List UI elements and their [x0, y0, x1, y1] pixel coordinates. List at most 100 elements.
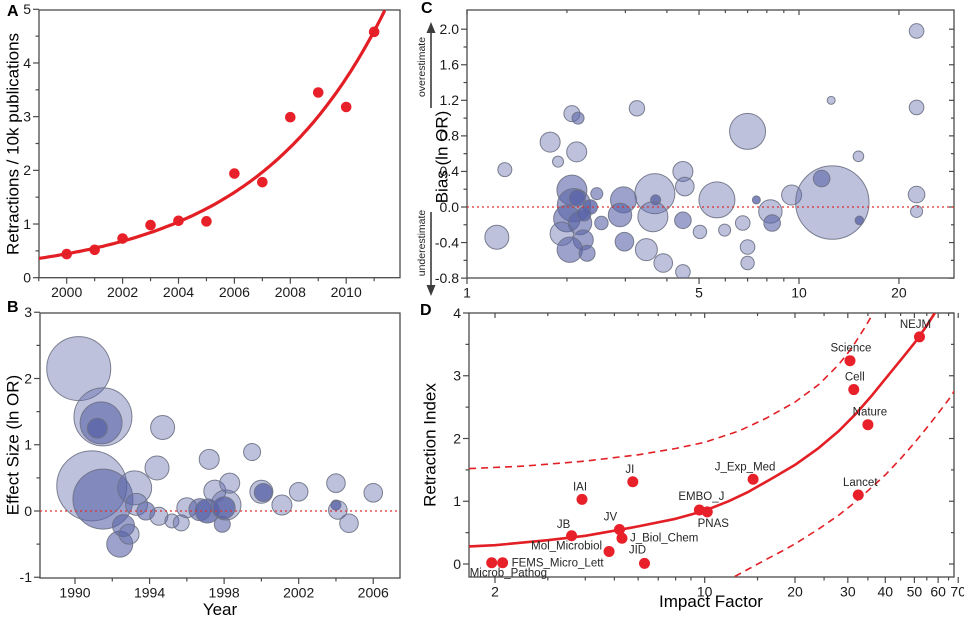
x-tick-label: 2 [491, 584, 499, 600]
panel-b: 1990 1994 1998 2002 2006 -1 0 1 2 3 [20, 304, 401, 601]
x-tick-label: 2006 [219, 284, 250, 300]
study-bubble [271, 494, 293, 516]
journal-point [638, 557, 650, 569]
journal-point [701, 506, 713, 518]
bias-direction-arrows [426, 22, 436, 296]
journal-point [848, 384, 860, 396]
y-tick-label: 2 [453, 430, 461, 446]
study-bubble [628, 100, 646, 117]
x-tick-label: 50 [907, 584, 923, 600]
x-tick-label: 10 [697, 584, 713, 600]
study-bubble [594, 215, 609, 231]
y-tick-label: 0.0 [440, 199, 460, 215]
underestimate-arrow-icon [426, 285, 436, 296]
journal-label: FEMS_Micro_Lett [512, 558, 605, 570]
panel-b-ylabel: Effect Size (ln OR) [3, 374, 23, 516]
tick-labels: 1990 1994 1998 2002 2006 -1 0 1 2 3 [20, 304, 389, 600]
journal-point [603, 545, 615, 557]
plot-frame [466, 9, 955, 279]
panel-d-xlabel: Impact Factor [659, 592, 763, 611]
study-bubble [739, 239, 756, 255]
journal-point [844, 355, 856, 367]
y-tick-label: 0 [23, 270, 31, 286]
study-bubble [675, 176, 695, 197]
study-bubble [576, 206, 592, 222]
study-bubble [634, 238, 658, 262]
tick-labels: 2000 2002 2004 2006 2008 2010 0 1 2 3 4 5 [23, 1, 362, 300]
axis-ticks [33, 8, 375, 284]
upper-confidence-band [469, 313, 875, 470]
x-tick-label: 2000 [51, 284, 82, 300]
data-point [257, 176, 268, 188]
bubble-layer [46, 336, 384, 558]
y-tick-label: 1 [24, 437, 32, 453]
bubble-layer [484, 23, 926, 278]
x-tick-label: 20 [787, 584, 803, 600]
y-tick-label: 0 [453, 556, 461, 572]
data-point [340, 101, 352, 113]
study-bubble [288, 481, 309, 502]
journal-point [576, 493, 588, 505]
plot-frame [468, 312, 955, 578]
journal-label: EMBO_J [678, 491, 724, 503]
y-tick-label: 0 [24, 503, 32, 519]
x-tick-label: 5 [695, 285, 703, 301]
journal-label: Science [831, 343, 872, 355]
axis-ticks [463, 312, 959, 583]
y-tick-label: 1 [453, 493, 461, 509]
journal-label: PNAS [698, 518, 730, 530]
panel-c-letter: C [421, 0, 433, 17]
study-bubble [484, 224, 510, 250]
study-bubble [118, 523, 140, 545]
study-bubble [86, 417, 108, 439]
journal-label: J_Biol_Chem [630, 532, 698, 544]
x-tick-label: 1994 [134, 585, 165, 601]
panel-c-overestimate-label: overestimate [415, 36, 428, 98]
data-point [285, 111, 296, 123]
study-bubble [607, 202, 633, 228]
panel-b-letter: B [7, 299, 19, 316]
journal-point [913, 331, 925, 343]
study-bubble [144, 455, 170, 481]
x-tick-label: 2006 [358, 585, 389, 601]
journal-point [613, 523, 625, 535]
journal-label: IAI [573, 481, 587, 493]
journal-label: JID [629, 544, 646, 556]
journal-point [627, 476, 639, 488]
study-bubble [718, 223, 732, 237]
study-bubble [590, 187, 604, 201]
x-tick-label: 2002 [283, 585, 314, 601]
journal-point [852, 489, 864, 501]
panel-a-ylabel: Retractions / 10k publications [3, 32, 23, 256]
panel-a-letter: A [7, 3, 19, 20]
x-tick-label: 70 [950, 584, 964, 600]
study-bubble [150, 415, 176, 441]
study-bubble [672, 160, 694, 182]
x-tick-label: 1990 [59, 585, 90, 601]
y-tick-label: 0.4 [440, 163, 460, 179]
study-bubble [826, 95, 836, 105]
x-tick-label: 10 [791, 285, 807, 301]
study-bubble [571, 111, 585, 125]
regression-curve [469, 313, 936, 548]
study-bubble [698, 181, 736, 219]
x-tick-label: 2004 [163, 284, 194, 300]
y-tick-label: -0.4 [435, 234, 459, 250]
study-bubble [729, 112, 767, 150]
y-tick-label: 2 [23, 162, 31, 178]
x-tick-label: 60 [930, 584, 946, 600]
y-tick-label: 2 [24, 370, 32, 386]
study-bubble [198, 448, 220, 470]
x-tick-label: 30 [840, 584, 856, 600]
study-bubble [328, 500, 348, 520]
study-bubble [552, 155, 565, 168]
study-bubble [674, 211, 692, 230]
study-bubble [539, 131, 561, 153]
journal-point [862, 419, 874, 431]
x-tick-label: 2010 [331, 284, 362, 300]
journal-label: JI [625, 464, 634, 476]
journal-label: Nature [853, 407, 888, 419]
journal-label: Microb_Pathog [470, 568, 547, 580]
